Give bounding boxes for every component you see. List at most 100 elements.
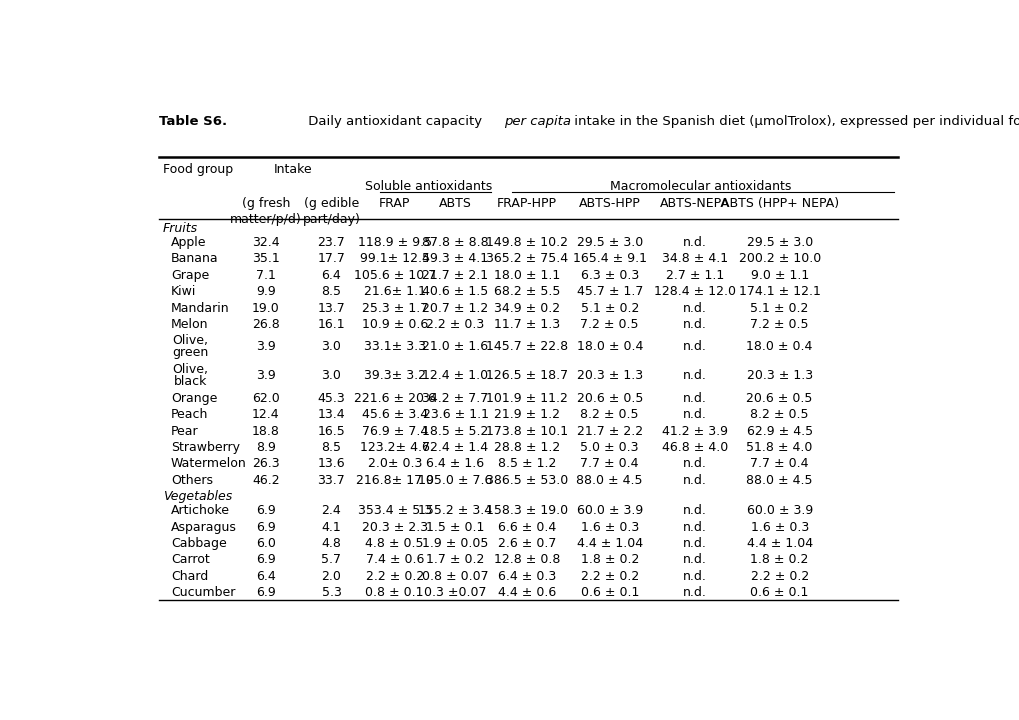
Text: 0.8 ± 0.07: 0.8 ± 0.07 [422, 570, 488, 582]
Text: 165.4 ± 9.1: 165.4 ± 9.1 [572, 253, 646, 266]
Text: ABTS: ABTS [439, 197, 472, 210]
Text: ABTS-NEPA: ABTS-NEPA [659, 197, 730, 210]
Text: 105.0 ± 7.6: 105.0 ± 7.6 [418, 474, 492, 487]
Text: 18.8: 18.8 [252, 425, 279, 438]
Text: 29.5 ± 3.0: 29.5 ± 3.0 [746, 236, 812, 249]
Text: Carrot: Carrot [171, 554, 210, 567]
Text: n.d.: n.d. [683, 521, 706, 534]
Text: 45.7 ± 1.7: 45.7 ± 1.7 [576, 285, 642, 298]
Text: 34.9 ± 0.2: 34.9 ± 0.2 [493, 302, 559, 315]
Text: 13.7: 13.7 [317, 302, 345, 315]
Text: 76.9 ± 7.4: 76.9 ± 7.4 [361, 425, 427, 438]
Text: Grape: Grape [171, 269, 209, 282]
Text: 4.4 ± 0.6: 4.4 ± 0.6 [497, 586, 555, 599]
Text: 6.9: 6.9 [256, 521, 275, 534]
Text: 60.0 ± 3.9: 60.0 ± 3.9 [576, 505, 642, 518]
Text: 1.9 ± 0.05: 1.9 ± 0.05 [422, 537, 488, 550]
Text: 4.8: 4.8 [321, 537, 341, 550]
Text: 3.0: 3.0 [321, 369, 341, 382]
Text: 33.1± 3.3: 33.1± 3.3 [364, 341, 425, 354]
Text: green: green [172, 346, 209, 359]
Text: 26.3: 26.3 [252, 457, 279, 470]
Text: Cucumber: Cucumber [171, 586, 235, 599]
Text: 5.7: 5.7 [321, 554, 341, 567]
Text: 3.9: 3.9 [256, 341, 275, 354]
Text: 2.0± 0.3: 2.0± 0.3 [367, 457, 422, 470]
Text: 21.7 ± 2.2: 21.7 ± 2.2 [576, 425, 642, 438]
Text: 216.8± 17.9: 216.8± 17.9 [356, 474, 433, 487]
Text: 2.2 ± 0.2: 2.2 ± 0.2 [750, 570, 808, 582]
Text: 0.6 ± 0.1: 0.6 ± 0.1 [580, 586, 638, 599]
Text: 7.4 ± 0.6: 7.4 ± 0.6 [365, 554, 424, 567]
Text: 59.3 ± 4.1: 59.3 ± 4.1 [422, 253, 488, 266]
Text: 29.5 ± 3.0: 29.5 ± 3.0 [576, 236, 642, 249]
Text: Asparagus: Asparagus [171, 521, 236, 534]
Text: Orange: Orange [171, 392, 217, 405]
Text: 200.2 ± 10.0: 200.2 ± 10.0 [738, 253, 820, 266]
Text: 35.1: 35.1 [252, 253, 279, 266]
Text: 6.9: 6.9 [256, 505, 275, 518]
Text: Table S6.: Table S6. [159, 115, 227, 128]
Text: Daily antioxidant capacity: Daily antioxidant capacity [304, 115, 485, 128]
Text: 6.9: 6.9 [256, 586, 275, 599]
Text: 25.3 ± 1.7: 25.3 ± 1.7 [361, 302, 427, 315]
Text: 21.0 ± 1.6: 21.0 ± 1.6 [422, 341, 488, 354]
Text: Watermelon: Watermelon [171, 457, 247, 470]
Text: 72.4 ± 1.4: 72.4 ± 1.4 [422, 441, 488, 454]
Text: Cabbage: Cabbage [171, 537, 226, 550]
Text: 2.2 ± 0.2: 2.2 ± 0.2 [580, 570, 638, 582]
Text: 0.8 ± 0.1: 0.8 ± 0.1 [365, 586, 424, 599]
Text: 2.0: 2.0 [321, 570, 341, 582]
Text: 6.4 ± 0.3: 6.4 ± 0.3 [497, 570, 555, 582]
Text: 5.1 ± 0.2: 5.1 ± 0.2 [580, 302, 638, 315]
Text: Macromolecular antioxidants: Macromolecular antioxidants [609, 179, 791, 192]
Text: 12.8 ± 0.8: 12.8 ± 0.8 [493, 554, 559, 567]
Text: 8.5 ± 1.2: 8.5 ± 1.2 [497, 457, 555, 470]
Text: n.d.: n.d. [683, 392, 706, 405]
Text: n.d.: n.d. [683, 341, 706, 354]
Text: (g fresh
matter/p/d): (g fresh matter/p/d) [229, 197, 302, 226]
Text: 88.0 ± 4.5: 88.0 ± 4.5 [746, 474, 812, 487]
Text: n.d.: n.d. [683, 318, 706, 331]
Text: 60.0 ± 3.9: 60.0 ± 3.9 [746, 505, 812, 518]
Text: 4.4 ± 1.04: 4.4 ± 1.04 [746, 537, 812, 550]
Text: 99.1± 12.4: 99.1± 12.4 [360, 253, 429, 266]
Text: 7.7 ± 0.4: 7.7 ± 0.4 [750, 457, 808, 470]
Text: Olive,: Olive, [172, 363, 209, 376]
Text: 365.2 ± 75.4: 365.2 ± 75.4 [485, 253, 568, 266]
Text: 34.8 ± 4.1: 34.8 ± 4.1 [661, 253, 728, 266]
Text: 6.0: 6.0 [256, 537, 275, 550]
Text: n.d.: n.d. [683, 369, 706, 382]
Text: 6.4: 6.4 [321, 269, 341, 282]
Text: Banana: Banana [171, 253, 218, 266]
Text: 8.5: 8.5 [321, 285, 341, 298]
Text: (g edible
part/day): (g edible part/day) [303, 197, 360, 226]
Text: 1.8 ± 0.2: 1.8 ± 0.2 [750, 554, 808, 567]
Text: Pear: Pear [171, 425, 199, 438]
Text: 33.7: 33.7 [317, 474, 345, 487]
Text: 28.8 ± 1.2: 28.8 ± 1.2 [493, 441, 559, 454]
Text: 6.4: 6.4 [256, 570, 275, 582]
Text: 18.0 ± 1.1: 18.0 ± 1.1 [493, 269, 559, 282]
Text: 62.0: 62.0 [252, 392, 279, 405]
Text: Peach: Peach [171, 408, 208, 421]
Text: 6.6 ± 0.4: 6.6 ± 0.4 [497, 521, 555, 534]
Text: 32.4: 32.4 [252, 236, 279, 249]
Text: 1.5 ± 0.1: 1.5 ± 0.1 [426, 521, 484, 534]
Text: 10.9 ± 0.6: 10.9 ± 0.6 [361, 318, 427, 331]
Text: Kiwi: Kiwi [171, 285, 197, 298]
Text: 20.7 ± 1.2: 20.7 ± 1.2 [422, 302, 488, 315]
Text: 88.0 ± 4.5: 88.0 ± 4.5 [576, 474, 642, 487]
Text: 21.6± 1.1: 21.6± 1.1 [364, 285, 425, 298]
Text: 5.1 ± 0.2: 5.1 ± 0.2 [750, 302, 808, 315]
Text: FRAP-HPP: FRAP-HPP [496, 197, 556, 210]
Text: n.d.: n.d. [683, 586, 706, 599]
Text: 174.1 ± 12.1: 174.1 ± 12.1 [738, 285, 820, 298]
Text: 5.0 ± 0.3: 5.0 ± 0.3 [580, 441, 638, 454]
Text: n.d.: n.d. [683, 554, 706, 567]
Text: 2.7 ± 1.1: 2.7 ± 1.1 [665, 269, 723, 282]
Text: 34.2 ± 7.7: 34.2 ± 7.7 [422, 392, 488, 405]
Text: 145.7 ± 22.8: 145.7 ± 22.8 [485, 341, 568, 354]
Text: 16.1: 16.1 [317, 318, 344, 331]
Text: 221.6 ± 20.6: 221.6 ± 20.6 [354, 392, 435, 405]
